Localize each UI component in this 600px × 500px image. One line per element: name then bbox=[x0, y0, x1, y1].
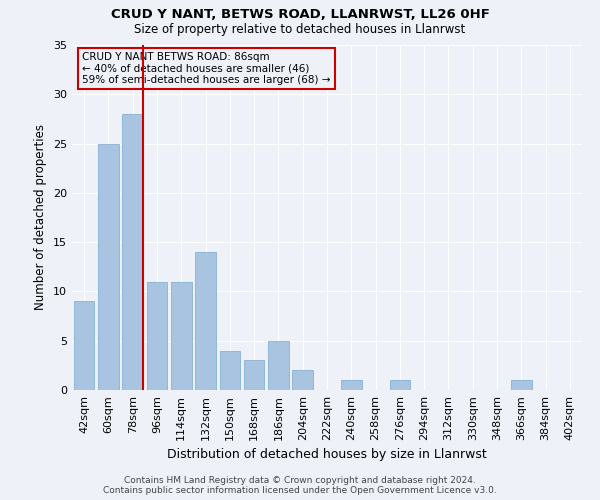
Bar bbox=[195, 252, 216, 390]
Bar bbox=[341, 380, 362, 390]
Text: CRUD Y NANT BETWS ROAD: 86sqm
← 40% of detached houses are smaller (46)
59% of s: CRUD Y NANT BETWS ROAD: 86sqm ← 40% of d… bbox=[82, 52, 331, 85]
Y-axis label: Number of detached properties: Number of detached properties bbox=[34, 124, 47, 310]
Bar bbox=[292, 370, 313, 390]
Text: Size of property relative to detached houses in Llanrwst: Size of property relative to detached ho… bbox=[134, 22, 466, 36]
Bar bbox=[171, 282, 191, 390]
Bar bbox=[122, 114, 143, 390]
Bar bbox=[146, 282, 167, 390]
Bar bbox=[98, 144, 119, 390]
Bar bbox=[389, 380, 410, 390]
Text: Contains HM Land Registry data © Crown copyright and database right 2024.
Contai: Contains HM Land Registry data © Crown c… bbox=[103, 476, 497, 495]
Bar bbox=[220, 350, 240, 390]
Bar bbox=[511, 380, 532, 390]
Text: CRUD Y NANT, BETWS ROAD, LLANRWST, LL26 0HF: CRUD Y NANT, BETWS ROAD, LLANRWST, LL26 … bbox=[110, 8, 490, 20]
Bar bbox=[244, 360, 265, 390]
Bar bbox=[268, 340, 289, 390]
Bar bbox=[74, 302, 94, 390]
X-axis label: Distribution of detached houses by size in Llanrwst: Distribution of detached houses by size … bbox=[167, 448, 487, 462]
